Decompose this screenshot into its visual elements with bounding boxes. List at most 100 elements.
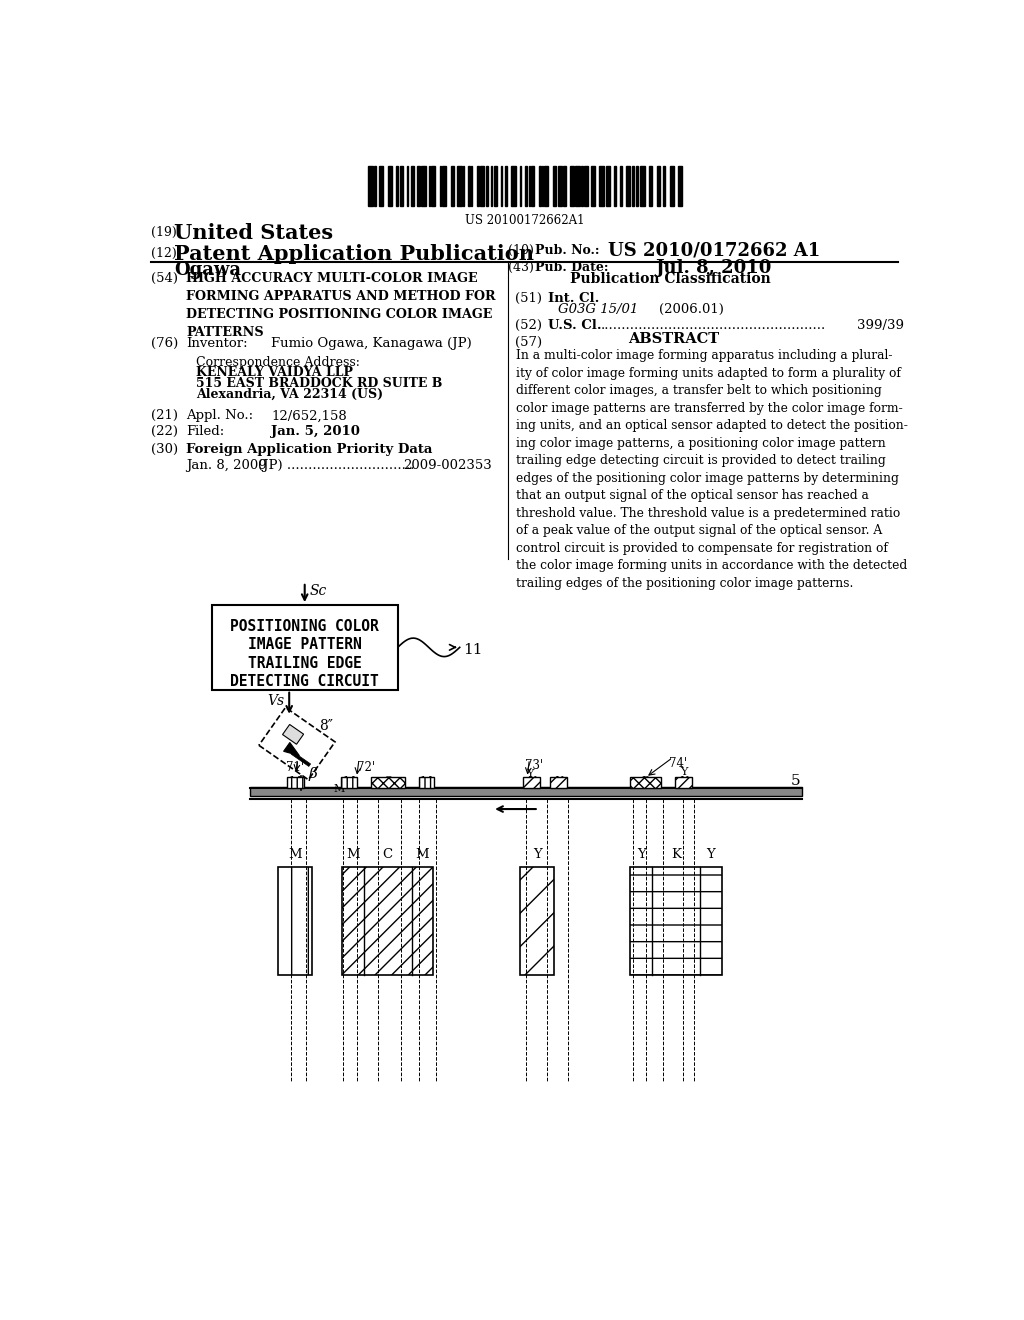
Text: M: M xyxy=(334,784,345,795)
Text: (76): (76) xyxy=(152,337,178,350)
Text: Ogawa: Ogawa xyxy=(174,261,242,279)
Polygon shape xyxy=(283,725,303,744)
Bar xyxy=(544,166,548,206)
Bar xyxy=(553,166,556,206)
Bar xyxy=(408,166,409,206)
Text: 5: 5 xyxy=(791,775,800,788)
Bar xyxy=(451,166,454,206)
Text: Y: Y xyxy=(637,847,645,861)
Bar xyxy=(411,166,414,206)
Text: In a multi-color image forming apparatus including a plural-
ity of color image : In a multi-color image forming apparatus… xyxy=(515,350,907,590)
Bar xyxy=(396,166,397,206)
Polygon shape xyxy=(259,708,335,780)
Text: 2009-002353: 2009-002353 xyxy=(403,459,492,471)
Text: (22): (22) xyxy=(152,425,178,438)
Bar xyxy=(471,166,472,206)
Text: (21): (21) xyxy=(152,409,178,422)
Bar xyxy=(630,867,722,974)
Text: 71': 71' xyxy=(287,760,304,774)
Bar xyxy=(599,166,603,206)
Bar xyxy=(463,166,464,206)
Text: Y: Y xyxy=(680,776,687,785)
Bar xyxy=(563,166,565,206)
Bar xyxy=(511,166,516,206)
Text: Patent Application Publication: Patent Application Publication xyxy=(174,244,535,264)
Text: Y: Y xyxy=(525,770,534,779)
Text: 74': 74' xyxy=(669,758,687,771)
Text: Jan. 5, 2010: Jan. 5, 2010 xyxy=(271,425,360,438)
Bar xyxy=(457,166,462,206)
Text: US 2010/0172662 A1: US 2010/0172662 A1 xyxy=(608,242,821,260)
Text: Int. Cl.: Int. Cl. xyxy=(548,292,599,305)
Text: Jan. 8, 2009: Jan. 8, 2009 xyxy=(186,459,267,471)
Text: (43): (43) xyxy=(508,261,534,273)
Bar xyxy=(664,166,666,206)
Text: M: M xyxy=(346,847,359,861)
Polygon shape xyxy=(284,742,299,756)
Text: HIGH ACCURACY MULTI-COLOR IMAGE
FORMING APPARATUS AND METHOD FOR
DETECTING POSIT: HIGH ACCURACY MULTI-COLOR IMAGE FORMING … xyxy=(186,272,496,339)
Bar xyxy=(542,166,543,206)
Text: M: M xyxy=(288,847,301,861)
Bar xyxy=(442,166,446,206)
Text: .....................................................: ........................................… xyxy=(601,318,826,331)
Text: (30): (30) xyxy=(152,444,178,457)
Bar xyxy=(212,605,397,689)
Bar xyxy=(429,166,430,206)
Bar xyxy=(632,166,634,206)
Text: Jul. 8, 2010: Jul. 8, 2010 xyxy=(655,259,771,276)
Bar xyxy=(374,166,376,206)
Text: Foreign Application Priority Data: Foreign Application Priority Data xyxy=(186,444,432,457)
Bar xyxy=(440,166,441,206)
Bar xyxy=(675,777,692,788)
Bar xyxy=(550,777,567,788)
Bar xyxy=(636,166,638,206)
Text: (54): (54) xyxy=(152,272,178,285)
Text: 72': 72' xyxy=(356,760,375,774)
Text: B: B xyxy=(642,776,650,785)
Bar xyxy=(525,166,526,206)
Text: (10): (10) xyxy=(508,244,534,257)
Text: Vs: Vs xyxy=(267,693,285,708)
Bar xyxy=(606,166,610,206)
Text: Pub. Date:: Pub. Date: xyxy=(535,261,608,273)
Bar xyxy=(501,166,502,206)
Text: C: C xyxy=(383,847,392,861)
Bar xyxy=(649,166,652,206)
Text: TRAILING EDGE: TRAILING EDGE xyxy=(248,656,361,671)
Text: Sc: Sc xyxy=(309,585,327,598)
Text: DETECTING CIRCUIT: DETECTING CIRCUIT xyxy=(230,675,379,689)
Text: United States: United States xyxy=(174,223,334,243)
Bar xyxy=(530,166,535,206)
Text: (57): (57) xyxy=(515,335,543,348)
Text: Correspondence Address:: Correspondence Address: xyxy=(197,355,360,368)
Bar xyxy=(614,166,615,206)
Text: 8″: 8″ xyxy=(318,719,333,733)
Bar xyxy=(278,867,311,974)
Text: (JP) ..............................: (JP) .............................. xyxy=(258,459,415,471)
Bar xyxy=(287,777,304,788)
Polygon shape xyxy=(291,751,310,767)
Text: Appl. No.:: Appl. No.: xyxy=(186,409,253,422)
Bar xyxy=(679,166,682,206)
Bar xyxy=(670,166,674,206)
Text: Y: Y xyxy=(707,847,715,861)
Bar xyxy=(379,166,383,206)
Bar xyxy=(477,166,479,206)
Bar xyxy=(494,166,498,206)
Bar xyxy=(591,166,595,206)
Bar xyxy=(388,166,392,206)
Text: 515 EAST BRADDOCK RD SUITE B: 515 EAST BRADDOCK RD SUITE B xyxy=(197,378,442,391)
Bar xyxy=(486,166,487,206)
Bar xyxy=(371,777,404,788)
Bar xyxy=(341,777,356,788)
Text: β: β xyxy=(308,767,317,780)
Text: Y: Y xyxy=(532,847,542,861)
Bar xyxy=(251,787,802,796)
Bar xyxy=(640,166,645,206)
Bar xyxy=(528,166,529,206)
Bar xyxy=(520,867,554,974)
Bar xyxy=(630,777,662,788)
Text: M: M xyxy=(416,847,429,861)
Text: M: M xyxy=(343,776,354,785)
Text: 12/652,158: 12/652,158 xyxy=(271,409,347,422)
